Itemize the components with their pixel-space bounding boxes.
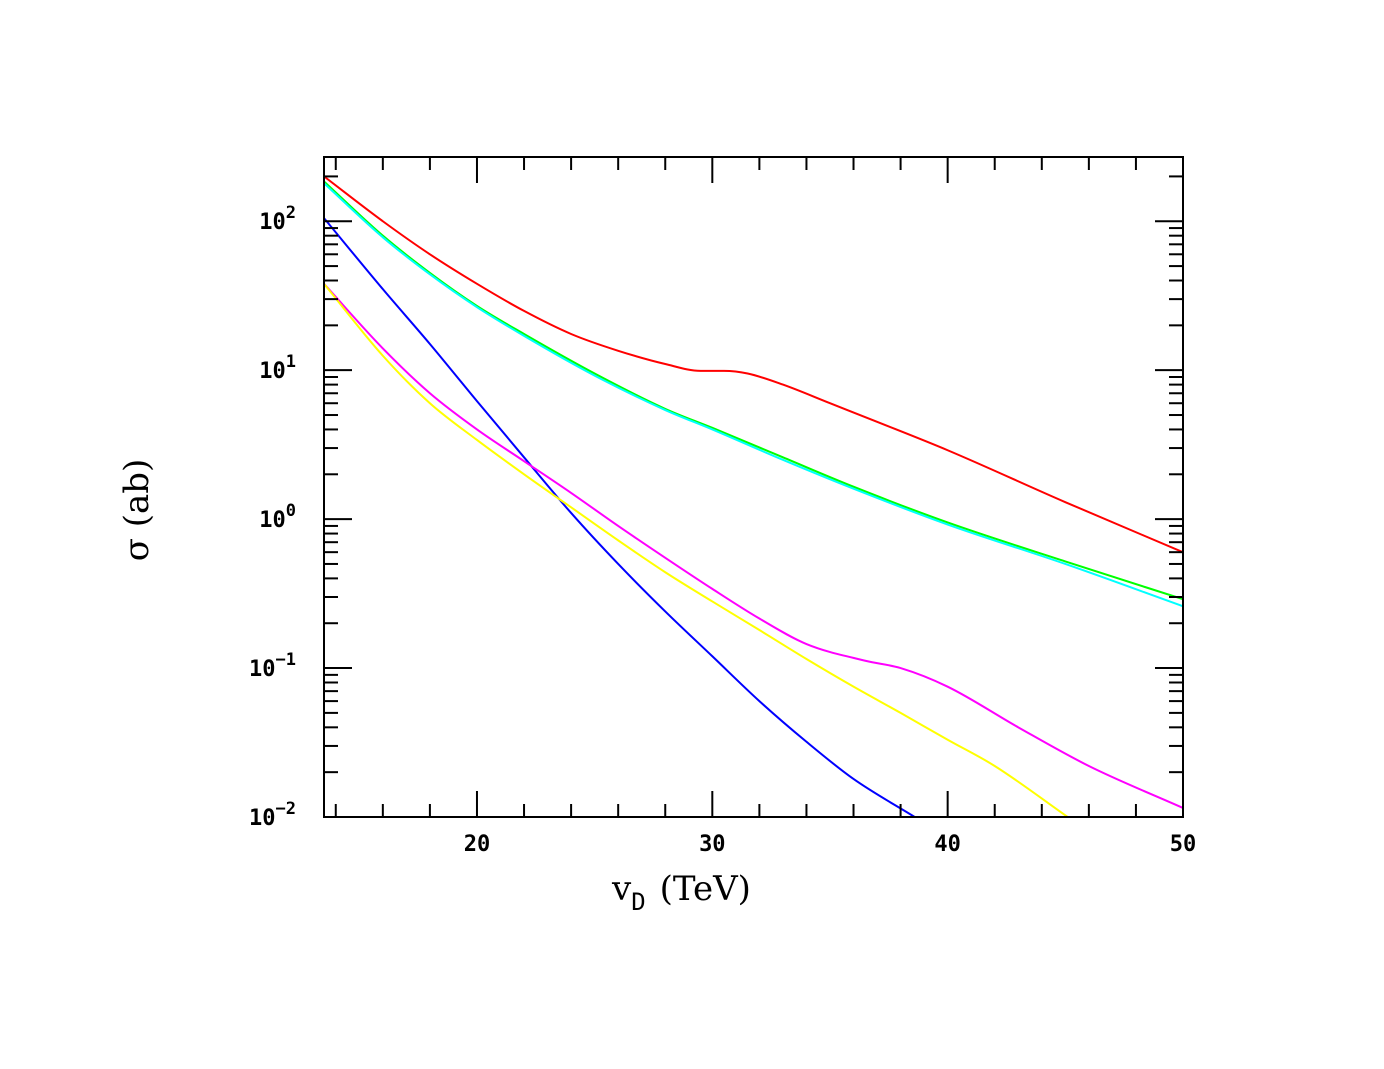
label-layer: 20 30 40 50 10−2 10−1 100 101 102 xyxy=(249,203,1196,857)
series-line-1 xyxy=(324,175,1183,554)
y-tick-label: 10−1 xyxy=(249,650,296,682)
x-tick-label: 30 xyxy=(699,832,726,857)
x-axis-title: vD (TeV) xyxy=(611,869,751,916)
x-tick-label: 20 xyxy=(464,832,491,857)
y-tick-label: 10−2 xyxy=(249,799,296,831)
series-line-4 xyxy=(324,217,916,817)
tick-layer xyxy=(324,157,1184,818)
plot-frame xyxy=(323,156,1184,818)
x-tick-label: 50 xyxy=(1170,832,1197,857)
y-axis-title: σ (ab) xyxy=(117,459,157,562)
series-line-5 xyxy=(324,283,1183,809)
series-line-2 xyxy=(324,180,1183,601)
series-layer xyxy=(324,175,1183,817)
x-tick-label: 40 xyxy=(934,832,961,857)
series-line-6 xyxy=(324,283,1069,817)
y-tick-label: 101 xyxy=(259,352,296,384)
series-line-3 xyxy=(324,182,1183,608)
y-tick-label: 100 xyxy=(259,501,296,533)
y-tick-label: 102 xyxy=(259,203,296,235)
